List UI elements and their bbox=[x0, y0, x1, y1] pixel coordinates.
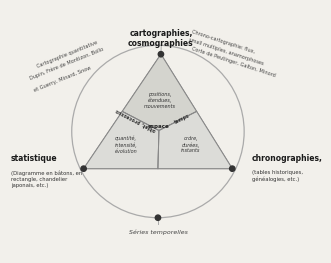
Circle shape bbox=[230, 166, 235, 171]
Circle shape bbox=[155, 215, 161, 220]
Text: quantité,
intensité,
évolution: quantité, intensité, évolution bbox=[115, 136, 138, 154]
Polygon shape bbox=[84, 112, 159, 169]
Text: Séries temporelles: Séries temporelles bbox=[128, 230, 187, 235]
Text: chronographies,: chronographies, bbox=[252, 154, 322, 163]
Text: Corte de Peutinger, Galton, Minord: Corte de Peutinger, Galton, Minord bbox=[191, 46, 276, 78]
Circle shape bbox=[158, 52, 164, 57]
Text: (Diagramme en bâtons, en
rectangle, chandelier
japonais, etc.): (Diagramme en bâtons, en rectangle, chan… bbox=[11, 170, 82, 188]
Text: positions,
étendues,
mouvements: positions, étendues, mouvements bbox=[144, 92, 176, 109]
Text: temps: temps bbox=[174, 113, 191, 125]
Text: ordre,
durées,
instants: ordre, durées, instants bbox=[181, 136, 201, 153]
Text: cartographies,
cosmographies: cartographies, cosmographies bbox=[128, 29, 194, 48]
Text: et Guerry, Minard, Snow: et Guerry, Minard, Snow bbox=[33, 65, 92, 93]
Polygon shape bbox=[158, 112, 232, 169]
Polygon shape bbox=[84, 54, 232, 169]
Text: (tables historiques,
généalogies, etc.): (tables historiques, généalogies, etc.) bbox=[252, 170, 303, 182]
Text: Chrono-cartographie: flux,: Chrono-cartographie: flux, bbox=[191, 29, 255, 54]
Text: Cartographie quantitative: Cartographie quantitative bbox=[36, 40, 98, 69]
Text: objet, processus: objet, processus bbox=[115, 107, 157, 132]
Text: espace: espace bbox=[148, 124, 170, 129]
Circle shape bbox=[81, 166, 86, 171]
Text: statistique: statistique bbox=[11, 154, 57, 163]
Polygon shape bbox=[122, 54, 197, 130]
Text: Dupin, Frère de Montizon, Bollo: Dupin, Frère de Montizon, Bollo bbox=[28, 46, 104, 81]
Text: small multiples, anamorphoses: small multiples, anamorphoses bbox=[188, 37, 264, 66]
